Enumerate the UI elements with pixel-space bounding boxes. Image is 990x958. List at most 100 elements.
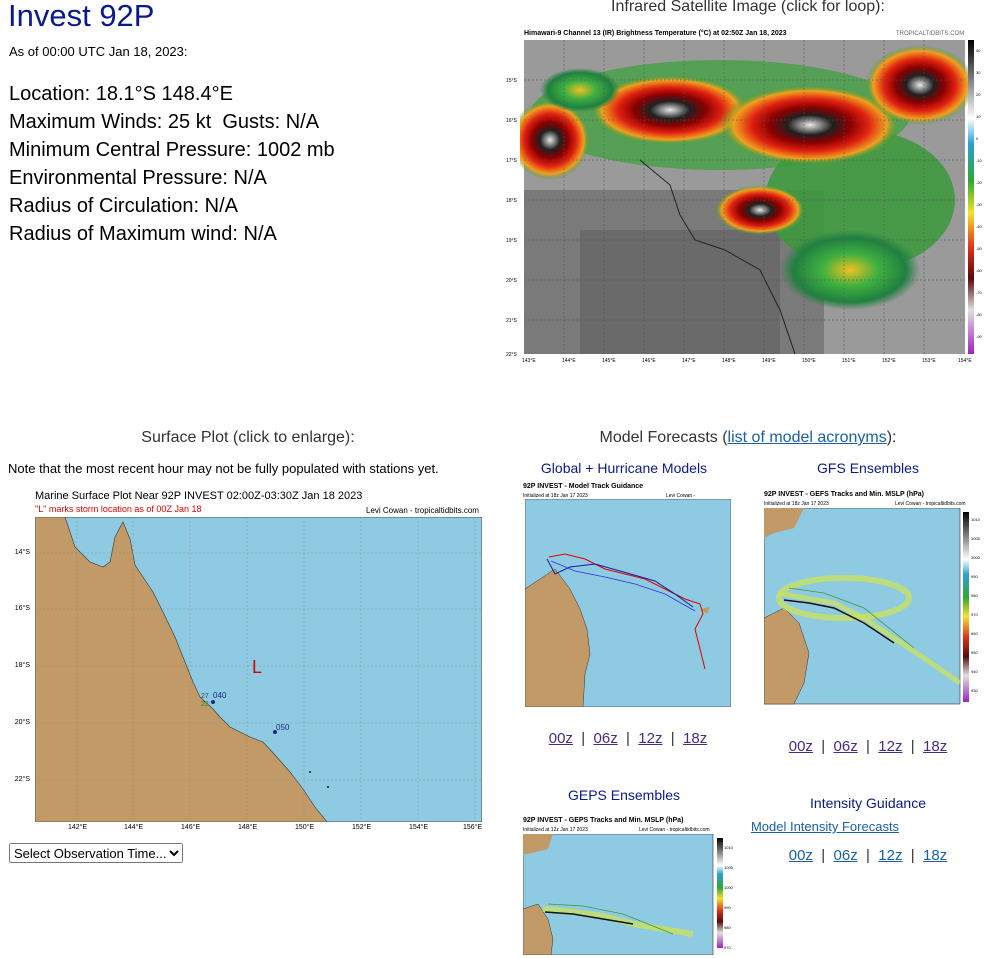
observation-time-select[interactable]: Select Observation Time... <box>9 843 183 863</box>
station-label: 23 <box>201 701 209 708</box>
geps-colorbar-ticks: 1010 1005 1000 990 980 970 <box>724 838 742 958</box>
geps-ensembles-plot[interactable]: 92P INVEST - GEPS Tracks and Min. MSLP (… <box>521 812 733 955</box>
gfs-cycle-18z[interactable]: 18z <box>923 738 948 755</box>
gfs-cbar-tick: 1010 <box>971 517 980 522</box>
station-label: 27 <box>201 693 209 700</box>
geps-cbar-tick: 1000 <box>724 885 733 890</box>
surface-map <box>35 517 482 822</box>
model-heading-suffix: ): <box>886 429 897 446</box>
gfs-cycle-links: 00z | 06z | 12z | 18z <box>788 738 948 755</box>
surface-heading: Surface Plot (click to enlarge): <box>141 429 355 446</box>
sat-lon-tick: 154°E <box>958 358 972 364</box>
global-track-map <box>525 499 731 707</box>
sat-lon-tick: 151°E <box>842 358 856 364</box>
surface-lon-tick: 144°E <box>124 824 144 831</box>
satellite-map: 15°S <box>520 40 975 355</box>
satellite-image[interactable]: Himawari-9 Channel 13 (IR) Brightness Te… <box>506 28 982 368</box>
intensity-cycle-06z[interactable]: 06z <box>833 847 858 864</box>
station-label: 040 <box>213 691 227 700</box>
intensity-cycle-18z[interactable]: 18z <box>923 847 948 864</box>
surface-lon-tick: 152°E <box>352 824 372 831</box>
sat-lon-tick: 150°E <box>802 358 816 364</box>
satellite-caption: Himawari-9 Channel 13 (IR) Brightness Te… <box>524 30 787 37</box>
sat-cbar-tick: 30 <box>976 70 981 75</box>
gfs-cycle-06z[interactable]: 06z <box>833 738 858 755</box>
gfs-cbar-tick: 980 <box>971 593 978 598</box>
model-intensity-forecasts-link[interactable]: Model Intensity Forecasts <box>750 819 900 834</box>
geps-ensembles-title: GEPS Ensembles <box>567 787 681 803</box>
sat-cbar-tick: -80 <box>976 312 982 317</box>
gfs-cycle-00z[interactable]: 00z <box>788 738 813 755</box>
station-label: 050 <box>276 723 290 732</box>
geps-cbar-tick: 970 <box>724 945 731 950</box>
geps-cbar-tick: 980 <box>724 925 731 930</box>
sat-lon-tick: 144°E <box>562 358 576 364</box>
sat-lon-tick: 146°E <box>642 358 656 364</box>
model-acronyms-link[interactable]: list of model acronyms <box>727 429 887 446</box>
sat-lon-tick: 152°E <box>882 358 896 364</box>
geps-plot-title: 92P INVEST - GEPS Tracks and Min. MSLP (… <box>523 817 684 824</box>
sat-cbar-tick: 0 <box>976 136 979 141</box>
surface-lon-tick: 154°E <box>409 824 429 831</box>
sat-cbar-tick: 10 <box>976 114 981 119</box>
global-cycle-12z[interactable]: 12z <box>638 730 663 747</box>
surface-lat-tick: 20°S <box>14 719 30 726</box>
geps-cbar-tick: 990 <box>724 905 731 910</box>
sat-lon-tick: 145°E <box>602 358 616 364</box>
global-cycle-06z[interactable]: 06z <box>593 730 618 747</box>
gfs-plot-credit: Levi Cowan - tropicaltidbits.com <box>895 501 966 507</box>
storm-env-pressure: Environmental Pressure: N/A <box>9 167 267 189</box>
sat-lon-tick: 147°E <box>682 358 696 364</box>
sat-lat-tick: 21°S <box>506 318 517 324</box>
satellite-colorbar-ticks: 40 30 20 10 0 -10 -20 -30 -40 -50 -60 -7… <box>976 40 984 360</box>
surface-lat-tick: 18°S <box>14 662 30 669</box>
gfs-cbar-tick: 950 <box>971 650 978 655</box>
surface-plot[interactable]: Marine Surface Plot Near 92P INVEST 02:0… <box>8 487 486 839</box>
geps-plot-sub: Initialized at 12z Jan 17 2023 <box>523 827 588 833</box>
surface-lon-tick: 148°E <box>238 824 258 831</box>
intensity-guidance-title: Intensity Guidance <box>810 795 926 811</box>
surface-plot-title: Marine Surface Plot Near 92P INVEST 02:0… <box>35 490 363 502</box>
sat-lat-tick: 19°S <box>506 238 517 244</box>
surface-lat-tick: 16°S <box>14 605 30 612</box>
storm-min-pressure: Minimum Central Pressure: 1002 mb <box>9 139 335 161</box>
intensity-cycle-12z[interactable]: 12z <box>878 847 903 864</box>
model-forecasts-heading: Model Forecasts (list of model acronyms)… <box>500 429 990 447</box>
sat-lon-tick: 153°E <box>922 358 936 364</box>
sat-cbar-tick: -90 <box>976 334 982 339</box>
sat-cbar-tick: -30 <box>976 202 982 207</box>
global-models-plot[interactable]: 92P INVEST - Model Track Guidance Initia… <box>521 481 735 711</box>
storm-radius-circulation: Radius of Circulation: N/A <box>9 195 238 217</box>
surface-lon-axis: 142°E 144°E 146°E 148°E 150°E 152°E 154°… <box>35 824 485 834</box>
intensity-cycle-00z[interactable]: 00z <box>788 847 813 864</box>
global-plot-sub: Initialized at 18z Jan 17 2023 <box>523 493 588 499</box>
geps-plot-credit: Levi Cowan - tropicaltidbits.com <box>639 827 710 833</box>
gfs-colorbar-ticks: 1010 1005 1000 990 980 970 960 950 940 9… <box>971 510 989 700</box>
sat-lon-tick: 149°E <box>762 358 776 364</box>
as-of-timestamp: As of 00:00 UTC Jan 18, 2023: <box>9 44 188 59</box>
satellite-heading: Infrared Satellite Image (click for loop… <box>611 0 885 15</box>
geps-cbar-tick: 1010 <box>724 845 733 850</box>
surface-lon-tick: 142°E <box>68 824 88 831</box>
gfs-ensembles-title: GFS Ensembles <box>817 460 919 476</box>
sat-cbar-tick: -40 <box>976 224 982 229</box>
sat-cbar-tick: -50 <box>976 246 982 251</box>
surface-lon-tick: 146°E <box>181 824 201 831</box>
model-heading-prefix: Model Forecasts ( <box>599 429 728 446</box>
global-models-title: Global + Hurricane Models <box>540 460 708 476</box>
gfs-ensembles-plot[interactable]: 92P INVEST - GEFS Tracks and Min. MSLP (… <box>760 486 988 712</box>
gfs-cycle-12z[interactable]: 12z <box>878 738 903 755</box>
gfs-cbar-tick: 1000 <box>971 555 980 560</box>
intensity-cycle-links: 00z | 06z | 12z | 18z <box>788 847 948 864</box>
global-cycle-00z[interactable]: 00z <box>548 730 573 747</box>
sat-cbar-tick: -20 <box>976 180 982 185</box>
gfs-cbar-tick: 970 <box>971 612 978 617</box>
gfs-cbar-tick: 1005 <box>971 536 980 541</box>
intensity-link-wrap: Model Intensity Forecasts <box>745 819 905 834</box>
sat-lat-tick: 18°S <box>506 198 517 204</box>
surface-lat-tick: 14°S <box>14 549 30 556</box>
storm-location: Location: 18.1°S 148.4°E <box>9 83 233 105</box>
sat-lat-tick: 16°S <box>506 118 517 124</box>
storm-location-marker: L <box>252 657 263 677</box>
global-cycle-18z[interactable]: 18z <box>683 730 708 747</box>
